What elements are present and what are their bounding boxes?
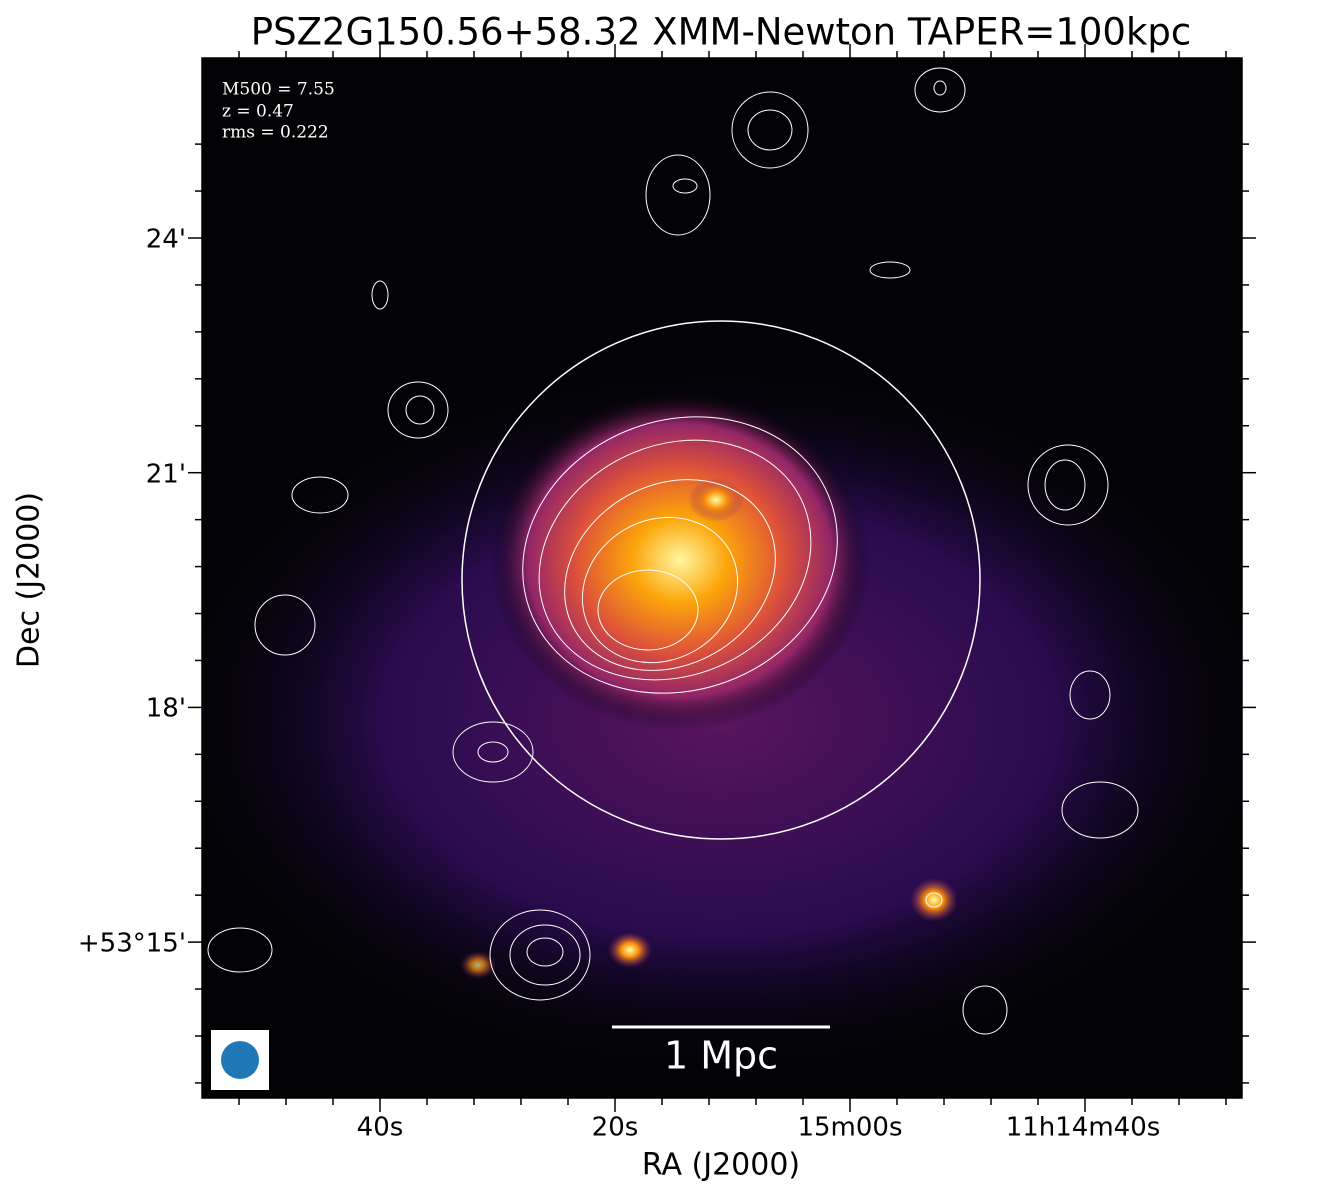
x-tick-label: 40s xyxy=(357,1113,404,1143)
y-tick-label: 21' xyxy=(146,460,186,490)
annotation: rms = 0.222 xyxy=(222,123,329,143)
x-tick-label: 20s xyxy=(592,1113,639,1143)
annotation: z = 0.47 xyxy=(222,102,294,122)
x-axis-label: RA (J2000) xyxy=(642,1148,800,1183)
x-tick-label: 15m00s xyxy=(797,1113,902,1143)
beam xyxy=(221,1041,259,1079)
annotation: M500 = 7.55 xyxy=(222,80,335,100)
y-tick-label: 24' xyxy=(146,225,186,255)
x-tick-label: 11h14m40s xyxy=(1006,1113,1161,1143)
y-axis-label: Dec (J2000) xyxy=(12,492,47,668)
y-tick-label: 18' xyxy=(146,694,186,724)
y-tick-label: +53°15' xyxy=(78,929,186,959)
scalebar-label: 1 Mpc xyxy=(664,1034,778,1078)
image xyxy=(202,58,1242,1098)
title: PSZ2G150.56+58.32 XMM-Newton TAPER=100kp… xyxy=(251,11,1191,54)
